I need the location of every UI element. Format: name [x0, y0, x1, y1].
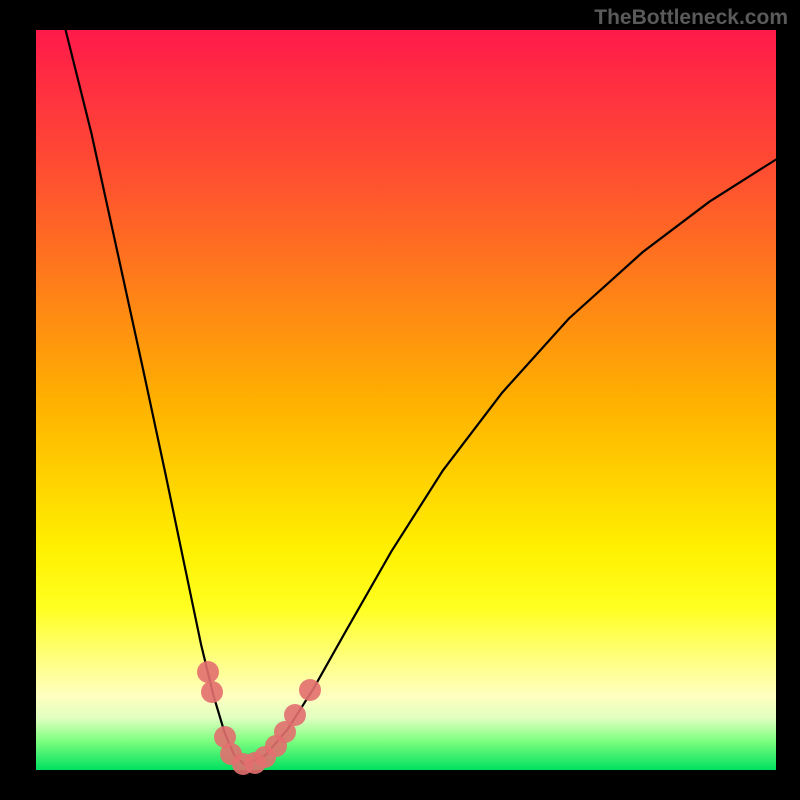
data-marker — [284, 704, 306, 726]
data-marker — [197, 661, 219, 683]
watermark-text: TheBottleneck.com — [594, 6, 788, 30]
data-marker — [299, 679, 321, 701]
plot-area — [36, 30, 776, 770]
data-marker — [201, 681, 223, 703]
chart-container: TheBottleneck.com — [0, 0, 800, 800]
